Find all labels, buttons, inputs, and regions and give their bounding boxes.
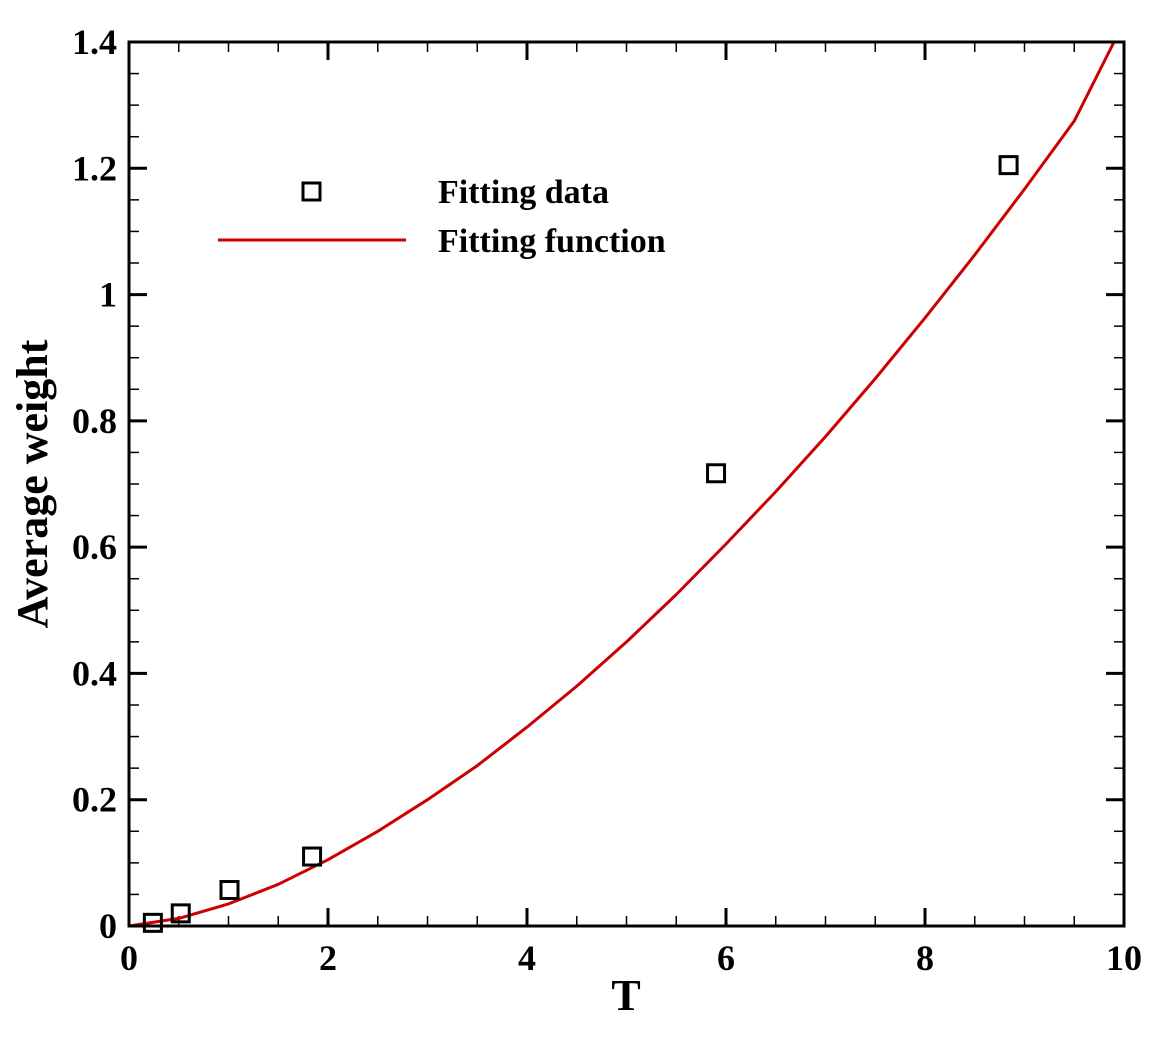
x-tick-label: 4 xyxy=(518,938,536,978)
data-point xyxy=(170,903,191,924)
fitting-function-line xyxy=(128,41,1116,928)
data-point xyxy=(302,846,323,867)
x-tick-label: 10 xyxy=(1106,938,1142,978)
legend: Fitting data Fitting function xyxy=(218,174,666,260)
tick-labels: 0 2 4 6 8 10 0 0.2 0.4 0.6 0.8 1 1.2 1.4 xyxy=(72,22,1142,978)
y-tick-label: 1.2 xyxy=(72,148,117,188)
fitting-function-layer xyxy=(128,41,1116,928)
legend-marker-fitting-data xyxy=(301,181,322,202)
legend-label-fitting-function: Fitting function xyxy=(438,223,666,260)
data-point xyxy=(706,463,727,484)
y-tick-label: 0.2 xyxy=(72,780,117,820)
fitting-data-layer xyxy=(142,155,1019,933)
x-tick-label: 0 xyxy=(120,938,138,978)
legend-label-fitting-data: Fitting data xyxy=(438,174,609,211)
y-tick-label: 0.8 xyxy=(72,401,117,441)
data-point xyxy=(219,880,240,901)
y-axis-title: Average weight xyxy=(8,339,57,628)
axis-ticks xyxy=(127,40,1126,928)
y-tick-label: 0.4 xyxy=(72,653,117,693)
y-tick-label: 1.4 xyxy=(72,22,117,62)
x-axis-title: T xyxy=(611,971,640,1020)
x-tick-label: 8 xyxy=(916,938,934,978)
y-tick-label: 1 xyxy=(99,275,117,315)
x-tick-label: 2 xyxy=(319,938,337,978)
y-tick-label: 0.6 xyxy=(72,527,117,567)
y-tick-label: 0 xyxy=(99,906,117,946)
plot-frame xyxy=(127,40,1126,928)
data-point xyxy=(998,155,1019,176)
data-point xyxy=(142,912,163,933)
x-tick-label: 6 xyxy=(717,938,735,978)
